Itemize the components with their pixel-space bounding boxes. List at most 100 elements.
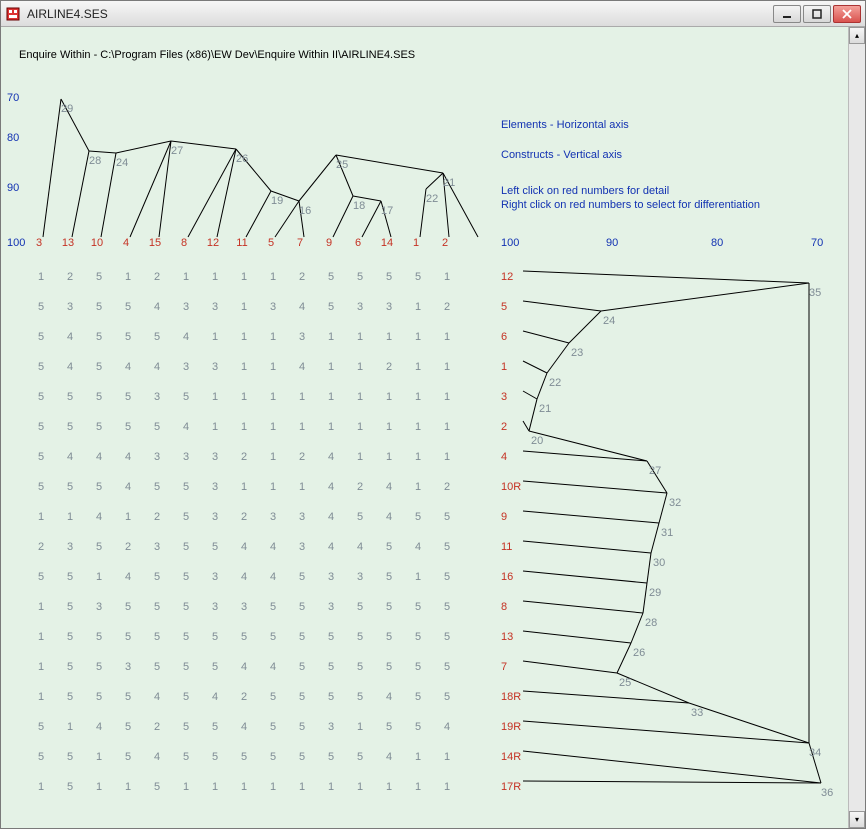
- cell-r15-c2: 4: [96, 721, 102, 733]
- cell-r16-c5: 5: [183, 751, 189, 763]
- cell-r9-c2: 5: [96, 541, 102, 553]
- construct-10R[interactable]: 10R: [501, 481, 521, 493]
- cell-r7-c12: 4: [386, 481, 392, 493]
- cell-r5-c10: 1: [328, 421, 334, 433]
- construct-1[interactable]: 1: [501, 361, 507, 373]
- construct-19R[interactable]: 19R: [501, 721, 521, 733]
- element-7[interactable]: 7: [297, 237, 303, 249]
- cell-r12-c10: 5: [328, 631, 334, 643]
- cell-r5-c5: 4: [183, 421, 189, 433]
- cell-r0-c0: 1: [38, 271, 44, 283]
- cell-r1-c6: 3: [212, 301, 218, 313]
- cell-r16-c8: 5: [270, 751, 276, 763]
- cell-r6-c12: 1: [386, 451, 392, 463]
- element-13[interactable]: 13: [62, 237, 74, 249]
- cell-r15-c11: 1: [357, 721, 363, 733]
- cell-r1-c2: 5: [96, 301, 102, 313]
- cell-r17-c7: 1: [241, 781, 247, 793]
- cell-r8-c14: 5: [444, 511, 450, 523]
- cell-r3-c12: 2: [386, 361, 392, 373]
- cell-r0-c9: 2: [299, 271, 305, 283]
- right-node-27: 27: [649, 465, 661, 477]
- cell-r3-c11: 1: [357, 361, 363, 373]
- element-5[interactable]: 5: [268, 237, 274, 249]
- right-node-29: 29: [649, 587, 661, 599]
- cell-r0-c10: 5: [328, 271, 334, 283]
- cell-r4-c11: 1: [357, 391, 363, 403]
- construct-3[interactable]: 3: [501, 391, 507, 403]
- construct-5[interactable]: 5: [501, 301, 507, 313]
- cell-r15-c8: 5: [270, 721, 276, 733]
- cell-r11-c12: 5: [386, 601, 392, 613]
- top-node-18: 18: [353, 200, 365, 212]
- maximize-button[interactable]: [803, 5, 831, 23]
- cell-r2-c4: 5: [154, 331, 160, 343]
- element-1[interactable]: 1: [413, 237, 419, 249]
- cell-r16-c1: 5: [67, 751, 73, 763]
- cell-r13-c10: 5: [328, 661, 334, 673]
- element-8[interactable]: 8: [181, 237, 187, 249]
- construct-9[interactable]: 9: [501, 511, 507, 523]
- top-node-25: 25: [336, 159, 348, 171]
- cell-r1-c4: 4: [154, 301, 160, 313]
- top-node-26: 26: [236, 153, 248, 165]
- cell-r15-c5: 5: [183, 721, 189, 733]
- cell-r16-c11: 5: [357, 751, 363, 763]
- cell-r5-c6: 1: [212, 421, 218, 433]
- construct-8[interactable]: 8: [501, 601, 507, 613]
- element-3[interactable]: 3: [36, 237, 42, 249]
- scroll-up-button[interactable]: ▴: [849, 27, 865, 44]
- cell-r10-c6: 3: [212, 571, 218, 583]
- cell-r7-c7: 1: [241, 481, 247, 493]
- cell-r4-c0: 5: [38, 391, 44, 403]
- element-15[interactable]: 15: [149, 237, 161, 249]
- close-button[interactable]: [833, 5, 861, 23]
- element-11[interactable]: 11: [236, 237, 247, 249]
- cell-r12-c14: 5: [444, 631, 450, 643]
- element-6[interactable]: 6: [355, 237, 361, 249]
- construct-13[interactable]: 13: [501, 631, 513, 643]
- right-node-34: 34: [809, 747, 821, 759]
- construct-17R[interactable]: 17R: [501, 781, 521, 793]
- construct-7[interactable]: 7: [501, 661, 507, 673]
- scroll-track[interactable]: [849, 44, 865, 811]
- top-scale-100: 100: [7, 237, 25, 249]
- cell-r0-c14: 1: [444, 271, 450, 283]
- element-4[interactable]: 4: [123, 237, 129, 249]
- construct-11[interactable]: 11: [501, 541, 512, 553]
- cell-r3-c9: 4: [299, 361, 305, 373]
- cell-r12-c2: 5: [96, 631, 102, 643]
- cell-r16-c2: 1: [96, 751, 102, 763]
- cell-r12-c1: 5: [67, 631, 73, 643]
- element-2[interactable]: 2: [442, 237, 448, 249]
- construct-16[interactable]: 16: [501, 571, 513, 583]
- construct-18R[interactable]: 18R: [501, 691, 521, 703]
- cell-r0-c13: 5: [415, 271, 421, 283]
- construct-4[interactable]: 4: [501, 451, 507, 463]
- right-scale-90: 90: [606, 237, 618, 249]
- construct-6[interactable]: 6: [501, 331, 507, 343]
- element-14[interactable]: 14: [381, 237, 393, 249]
- element-10[interactable]: 10: [91, 237, 103, 249]
- scroll-down-button[interactable]: ▾: [849, 811, 865, 828]
- cell-r2-c1: 4: [67, 331, 73, 343]
- cell-r8-c12: 4: [386, 511, 392, 523]
- construct-2[interactable]: 2: [501, 421, 507, 433]
- cell-r9-c13: 4: [415, 541, 421, 553]
- cell-r13-c8: 4: [270, 661, 276, 673]
- construct-14R[interactable]: 14R: [501, 751, 521, 763]
- cell-r8-c3: 1: [125, 511, 131, 523]
- element-12[interactable]: 12: [207, 237, 219, 249]
- minimize-button[interactable]: [773, 5, 801, 23]
- element-9[interactable]: 9: [326, 237, 332, 249]
- cell-r4-c3: 5: [125, 391, 131, 403]
- cell-r8-c11: 5: [357, 511, 363, 523]
- construct-12[interactable]: 12: [501, 271, 513, 283]
- cell-r16-c6: 5: [212, 751, 218, 763]
- vertical-scrollbar[interactable]: ▴ ▾: [848, 27, 865, 828]
- titlebar[interactable]: AIRLINE4.SES: [1, 1, 865, 27]
- top-node-28: 28: [89, 155, 101, 167]
- cell-r6-c13: 1: [415, 451, 421, 463]
- cell-r13-c9: 5: [299, 661, 305, 673]
- cell-r10-c2: 1: [96, 571, 102, 583]
